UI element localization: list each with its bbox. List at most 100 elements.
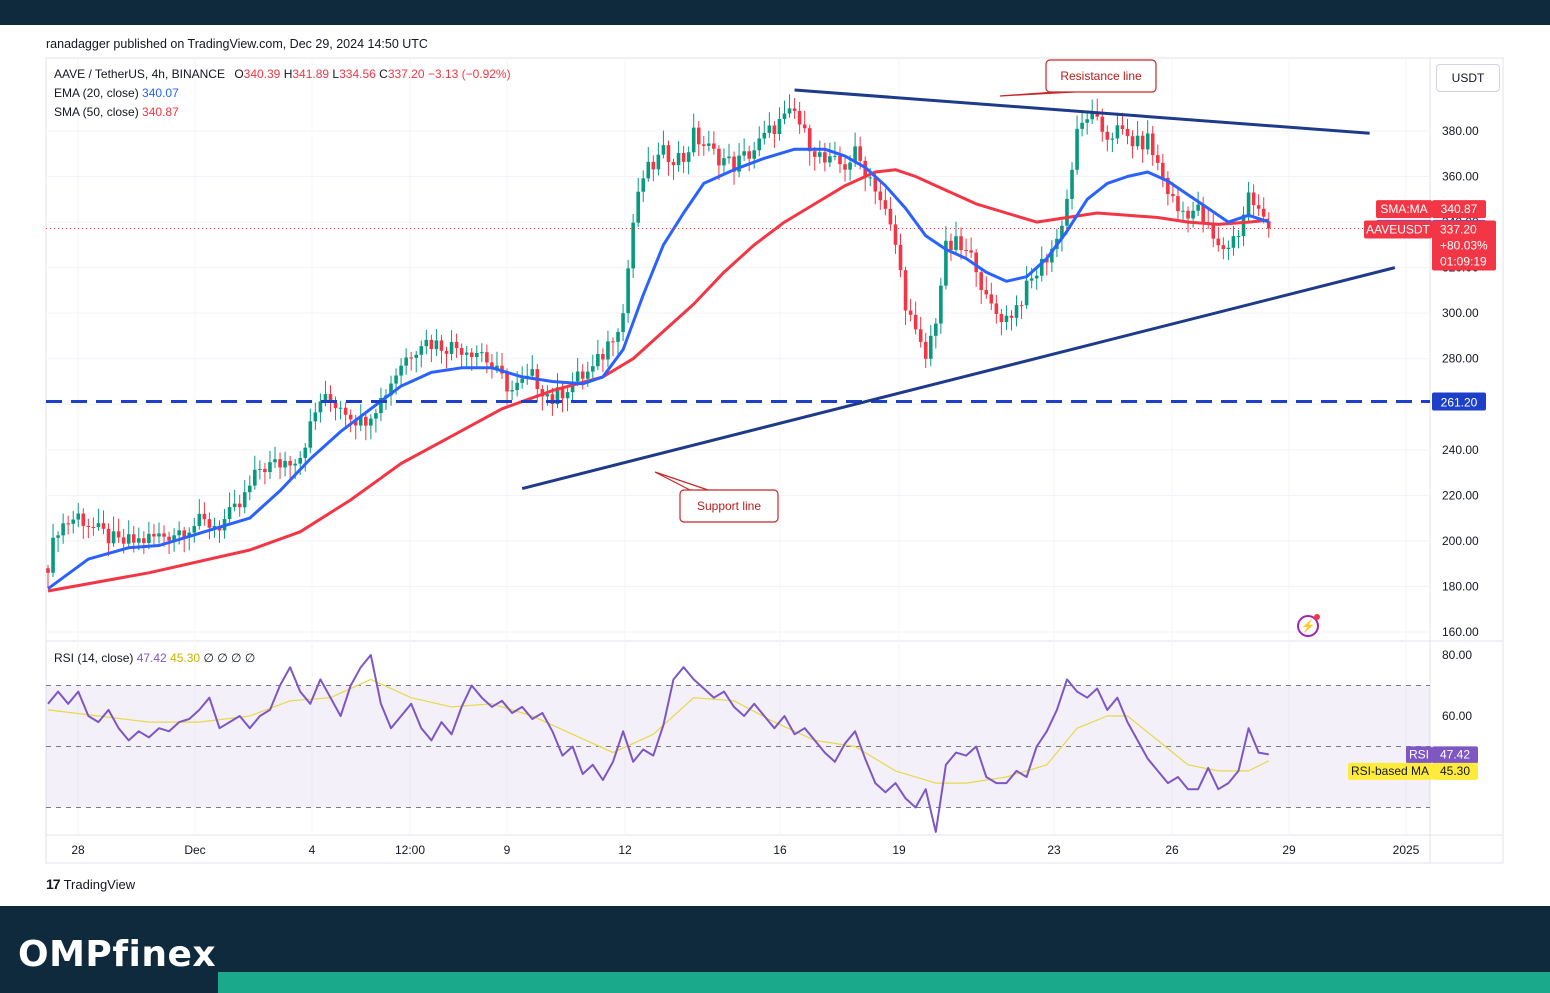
candle-body (131, 534, 136, 543)
candle-body (883, 200, 888, 209)
close-value: 337.20 (387, 67, 425, 81)
candle-body (1166, 177, 1170, 195)
candle-body (782, 113, 787, 119)
candle-body (712, 143, 716, 149)
candle-body (772, 125, 777, 135)
tag-value-bg (1432, 200, 1486, 219)
candle-body (959, 236, 963, 251)
callout-box (1045, 59, 1157, 93)
candle-body (495, 365, 499, 369)
resistance-callout: Resistance line (999, 59, 1157, 97)
rsi-label[interactable]: RSI (14, close) (54, 651, 134, 665)
candle-body (737, 155, 741, 172)
candle-body (126, 534, 131, 544)
ema-legend: EMA (20, close) 340.07 (54, 86, 179, 100)
candle-body (364, 416, 368, 426)
candle-body (157, 533, 161, 537)
candle-body (520, 378, 524, 383)
candle-body (596, 354, 600, 367)
candle-body (1130, 136, 1135, 147)
candle-body (374, 413, 378, 419)
candle-body (944, 240, 948, 286)
candle-body (530, 369, 535, 376)
candle-body (949, 240, 953, 250)
candle-body (1075, 128, 1079, 170)
candle-body (560, 387, 565, 399)
level-tag-text: 261.20 (1441, 396, 1478, 410)
candle-body (934, 323, 938, 336)
candle-body (444, 350, 449, 354)
candle-body (1014, 305, 1019, 318)
price-tick-label: 380.00 (1442, 124, 1479, 138)
candle-body (1009, 315, 1014, 318)
time-tick-label: 2025 (1393, 843, 1420, 857)
tv-mark-icon: 17 (46, 876, 61, 892)
candle-body (626, 268, 630, 314)
candle-body (212, 525, 217, 528)
candle-body (1186, 210, 1190, 219)
candle-body (101, 523, 106, 529)
candle-body (1211, 223, 1216, 239)
footer-accent (218, 972, 1550, 993)
resistance-trendline (794, 88, 1370, 135)
price-tick-label: 160.00 (1442, 625, 1479, 639)
candle-body (137, 538, 141, 543)
candle-body (939, 285, 943, 324)
candle-body (1145, 133, 1150, 150)
tag-value: 45.30 (1440, 764, 1470, 778)
candle-body (717, 148, 721, 166)
candle-body (1070, 169, 1074, 199)
time-tick-label: 29 (1282, 843, 1296, 857)
time-tick-label: 26 (1165, 843, 1179, 857)
flash-icon[interactable]: ⚡ (1297, 614, 1320, 637)
candle-body (490, 362, 494, 369)
candle-body (999, 313, 1004, 323)
candle-body (379, 397, 383, 414)
candle-body (76, 513, 81, 520)
candle-body (51, 537, 55, 573)
candle-body (167, 536, 171, 541)
candle-body (313, 412, 318, 422)
candle-body (464, 352, 469, 355)
candle-body (197, 513, 202, 527)
candle-body (722, 158, 726, 166)
candle-body (1045, 258, 1049, 263)
candle-body (439, 340, 444, 351)
candle-body (333, 402, 338, 409)
candle-body (429, 339, 434, 350)
currency-button[interactable]: USDT (1436, 64, 1500, 92)
candle-body (116, 531, 121, 538)
candle-body (575, 371, 580, 382)
candle-body (979, 272, 984, 291)
candle-body (681, 152, 686, 162)
time-tick-label: Dec (184, 843, 205, 857)
sma-label[interactable]: SMA (50, close) (54, 105, 139, 119)
ema-label[interactable]: EMA (20, close) (54, 86, 139, 100)
chart-canvas[interactable]: 160.00180.00200.00220.00240.00260.00280.… (0, 0, 1550, 906)
candle-body (399, 365, 403, 376)
last-price-tag: AAVEUSDT 337.20 +80.03% 01:09:19 (1364, 220, 1496, 271)
candle-body (823, 152, 827, 163)
candle-body (71, 519, 76, 524)
candle-body (555, 387, 560, 405)
symbol-label[interactable]: AAVE / TetherUS, 4h, BINANCE (54, 67, 225, 81)
tag-label-bg (1376, 200, 1432, 219)
tag-label-bg (1406, 746, 1432, 764)
candle-body (964, 250, 968, 252)
candle-body (1246, 192, 1251, 215)
candle-body (46, 568, 50, 573)
candle-body (1039, 258, 1044, 276)
rsi-value-tag: RSI 47.42 (1406, 746, 1478, 764)
tradingview-logo[interactable]: 17 TradingView (46, 876, 135, 892)
rsi-ma-line (47, 678, 1270, 784)
tag-change: +80.03% (1440, 238, 1488, 252)
tag-value: 337.20 (1440, 222, 1477, 236)
candle-body (389, 383, 393, 396)
candle-body (162, 533, 166, 537)
candle-body (631, 222, 635, 269)
candle-body (288, 460, 292, 466)
rsi-value: 47.42 (136, 651, 167, 665)
candle-body (409, 357, 413, 359)
candle-body (1161, 162, 1165, 178)
candle-body (202, 513, 207, 520)
